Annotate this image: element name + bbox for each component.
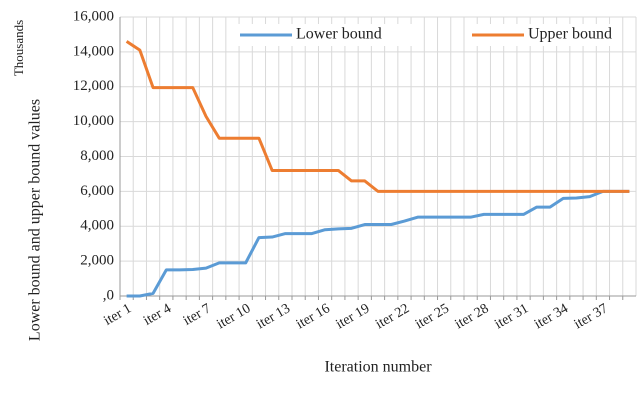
x-tick-label: iter 22: [373, 301, 412, 332]
y-tick-label: 10,000: [73, 113, 114, 129]
x-tick-label: iter 19: [334, 301, 373, 332]
y-tick-label: 2,000: [80, 253, 114, 269]
y-tick-label: ,0: [103, 287, 114, 303]
x-tick-label: iter 7: [181, 301, 214, 329]
x-tick-label: iter 13: [254, 301, 293, 332]
legend-label: Upper bound: [528, 26, 612, 43]
y-tick-label: 4,000: [80, 218, 114, 234]
y-axis-label: Lower bound and upper bound values: [27, 99, 44, 341]
y-unit-label: Thousands: [11, 20, 26, 76]
x-tick-label: iter 25: [413, 301, 452, 332]
x-tick-label: iter 4: [141, 301, 174, 329]
legend-background: [238, 24, 418, 46]
x-axis-label: Iteration number: [324, 359, 432, 376]
x-tick-label: iter 16: [294, 301, 333, 332]
x-tick-label: iter 1: [101, 301, 134, 329]
y-tick-label: 16,000: [73, 8, 114, 24]
x-tick-label: iter 28: [453, 301, 492, 332]
legend-label: Lower bound: [296, 26, 382, 43]
legend-background: [470, 24, 620, 46]
y-tick-label: 6,000: [80, 183, 114, 199]
line: [126, 189, 630, 298]
x-tick-label: iter 10: [214, 301, 253, 332]
y-tick-label: 8,000: [80, 148, 114, 164]
line: [125, 40, 630, 193]
x-tick-label: iter 31: [492, 301, 531, 332]
x-tick-label: iter 37: [572, 301, 611, 332]
y-tick-label: 14,000: [73, 43, 114, 59]
x-tick-label: iter 34: [532, 301, 571, 332]
y-tick-label: 12,000: [73, 78, 114, 94]
